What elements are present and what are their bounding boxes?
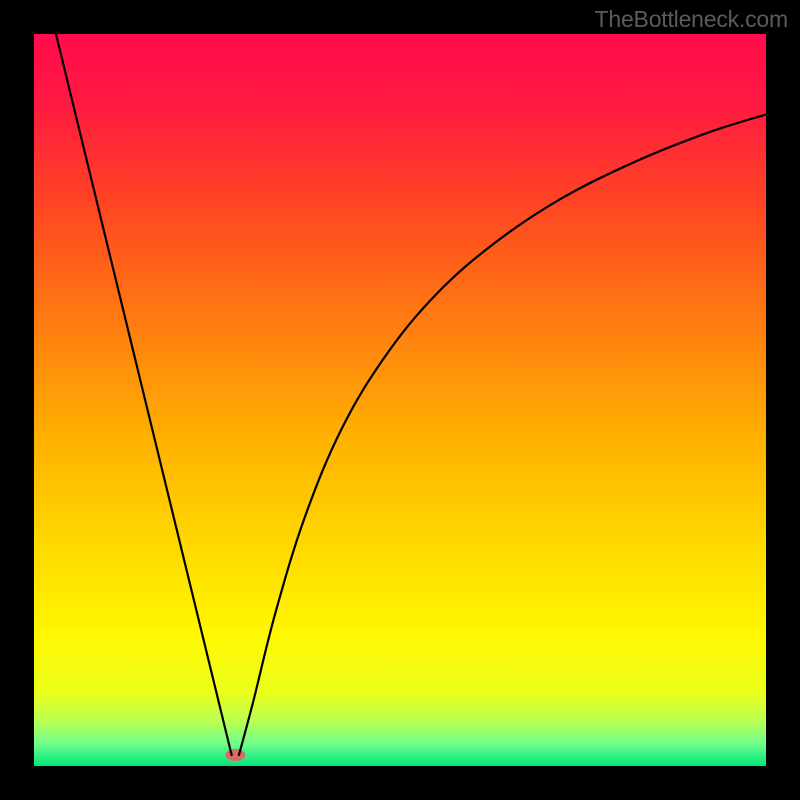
valley-marker bbox=[225, 749, 245, 761]
bottleneck-chart bbox=[0, 0, 800, 800]
plot-background bbox=[34, 34, 766, 766]
chart-container: TheBottleneck.com bbox=[0, 0, 800, 800]
watermark-text: TheBottleneck.com bbox=[595, 6, 788, 33]
